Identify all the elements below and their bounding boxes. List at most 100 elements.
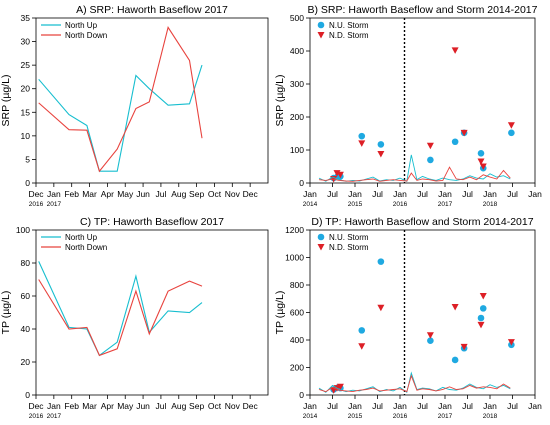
y-tick-label: 1200 (285, 225, 304, 235)
nd-storm-point (460, 129, 468, 137)
x-tick-label: Jan (483, 401, 497, 411)
nd-storm-point (426, 142, 434, 150)
y-axis-label: SRP (µg/L) (274, 75, 286, 127)
y-tick-label: 100 (16, 225, 30, 235)
plot-frame (35, 17, 269, 184)
x-tick-year: 2016 (393, 413, 408, 420)
x-tick-label: Jan (483, 189, 497, 199)
x-tick-label: Jul (327, 189, 338, 199)
x-tick-year: 2017 (47, 413, 62, 420)
chart-title: B) SRP: Haworth Baseflow and Storm 2014-… (308, 4, 538, 16)
x-tick-label: Jul (155, 189, 166, 199)
y-tick-label: 200 (290, 363, 304, 373)
legend-swatch-triangle (317, 244, 325, 251)
y-tick-label: 400 (290, 46, 304, 56)
y-tick-label: 20 (21, 84, 31, 94)
y-tick-label: 5 (25, 154, 30, 164)
x-tick-label: Jun (136, 401, 150, 411)
nd-storm-point (336, 171, 344, 179)
legend-label: North Up (65, 233, 98, 242)
nd-storm-point (336, 383, 344, 391)
x-tick-label: Aug (171, 401, 186, 411)
y-tick-label: 20 (21, 357, 31, 367)
x-tick-label: Jan (528, 189, 542, 199)
chart-panel-a: A) SRP: Haworth Baseflow 2017 0 5 10 15 20 25 3… (0, 4, 269, 208)
y-tick-label: 600 (290, 308, 304, 318)
x-tick-label: Aug (171, 189, 186, 199)
y-tick-label: 100 (290, 145, 304, 155)
nu-storm-point (451, 356, 459, 364)
nu-storm-point (451, 138, 459, 146)
y-axis-label: TP (µg/L) (274, 291, 286, 335)
nd-storm-point (333, 170, 341, 177)
legend-swatch-triangle (317, 32, 325, 39)
chart-panel-d: D) TP: Haworth Baseflow and Storm 2014-2… (274, 216, 542, 420)
y-tick-label: 40 (21, 324, 31, 334)
x-tick-label: Dec (243, 189, 259, 199)
x-tick-label: Jan (348, 189, 362, 199)
x-tick-label: May (117, 189, 134, 199)
series-line-baseflow-2 (318, 371, 511, 394)
legend-label: North Down (65, 31, 107, 40)
x-tick-label: Jan (47, 401, 61, 411)
y-tick-label: 500 (290, 13, 304, 23)
x-tick-label: Sep (189, 189, 204, 199)
x-tick-label: May (117, 401, 134, 411)
nu-storm-point (358, 132, 366, 140)
plot-frame (309, 229, 536, 396)
nu-storm-point (508, 129, 515, 137)
series-line-north-up (38, 261, 203, 357)
legend-label: N.D. Storm (329, 243, 369, 252)
x-tick-year: 2018 (483, 201, 498, 208)
y-tick-label: 200 (290, 112, 304, 122)
nd-storm-point (358, 140, 366, 147)
x-tick-year: 2016 (393, 201, 408, 208)
chart-title: D) TP: Haworth Baseflow and Storm 2014-2… (311, 216, 533, 228)
plot-frame (35, 229, 269, 396)
x-tick-label: Jul (417, 401, 428, 411)
y-tick-label: 1000 (285, 253, 304, 263)
x-tick-year: 2018 (483, 413, 498, 420)
x-tick-label: Nov (225, 189, 241, 199)
x-tick-label: Jul (372, 401, 383, 411)
nu-storm-point (477, 150, 485, 157)
x-tick-label: Sep (189, 401, 204, 411)
x-tick-label: Dec (28, 401, 44, 411)
x-tick-label: Jul (417, 189, 428, 199)
x-tick-label: Jan (393, 189, 407, 199)
chart-title: A) SRP: Haworth Baseflow 2017 (76, 4, 228, 16)
legend-label: North Up (65, 21, 98, 30)
y-tick-label: 800 (290, 280, 304, 290)
nd-storm-point (507, 339, 515, 346)
nd-storm-point (477, 158, 485, 166)
x-tick-year: 2014 (303, 201, 318, 208)
x-tick-label: Jan (393, 401, 407, 411)
x-tick-label: Jul (462, 189, 473, 199)
y-tick-label: 30 (21, 37, 31, 47)
plot-frame (309, 17, 536, 184)
x-tick-year: 2016 (29, 413, 44, 420)
series-line-baseflow-3 (318, 374, 511, 393)
x-tick-label: Jul (507, 189, 518, 199)
x-tick-label: Dec (243, 401, 259, 411)
series-line-baseflow-3 (318, 166, 511, 182)
nd-storm-point (377, 150, 385, 158)
nd-storm-point (377, 304, 385, 312)
x-tick-year: 2017 (438, 201, 453, 208)
x-tick-label: Nov (225, 401, 241, 411)
y-tick-label: 25 (21, 60, 31, 70)
series-line-baseflow-2 (318, 154, 511, 182)
series-line-north-down (38, 279, 203, 357)
x-tick-label: Dec (28, 189, 44, 199)
x-tick-label: Jan (528, 401, 542, 411)
y-tick-label: 35 (21, 13, 31, 23)
nu-storm-point (358, 327, 366, 334)
legend-swatch-circle (317, 233, 325, 241)
y-tick-label: 0 (25, 390, 30, 400)
x-tick-label: Jul (372, 189, 383, 199)
nd-storm-point (451, 47, 459, 54)
legend-label: N.D. Storm (329, 31, 369, 40)
x-tick-label: Feb (64, 189, 79, 199)
x-tick-label: Mar (82, 401, 97, 411)
